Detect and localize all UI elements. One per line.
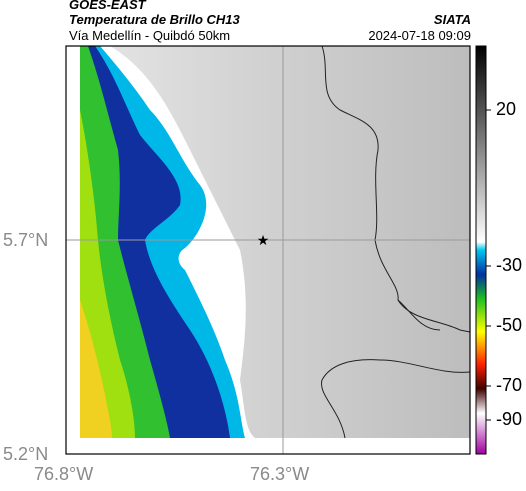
location-star-marker: ★ [257,233,270,249]
colorbar-tick-label: 20 [496,99,517,119]
colorbar [475,45,487,455]
cloud-yellow-zone [80,300,112,438]
colorbar-tick-label: -30 [496,255,523,275]
region-subtitle: Vía Medellín - Quibdó 50km [69,28,231,43]
colorbar-tick-label: -90 [496,409,523,429]
admin-border-branch [397,299,441,331]
timestamp: 2024-07-18 09:09 [368,28,471,43]
lat-tick-label: 5.7°N [3,230,49,250]
map-frame [65,45,471,455]
brand-label: SIATA [433,12,471,27]
admin-border-south [321,359,470,439]
colorbar-tick-label: -50 [496,315,523,335]
colorbar-tick-label: -70 [496,375,523,395]
lat-tick-label: 5.2°N [3,444,49,464]
product-title: Temperatura de Brillo CH13 [69,12,240,27]
satellite-title: GOES-EAST [69,0,146,12]
lon-tick-label: 76.8°W [34,464,94,484]
colorbar-tick-marks [486,109,491,421]
admin-border-line [321,46,470,333]
lon-tick-label: 76.3°W [250,464,310,484]
